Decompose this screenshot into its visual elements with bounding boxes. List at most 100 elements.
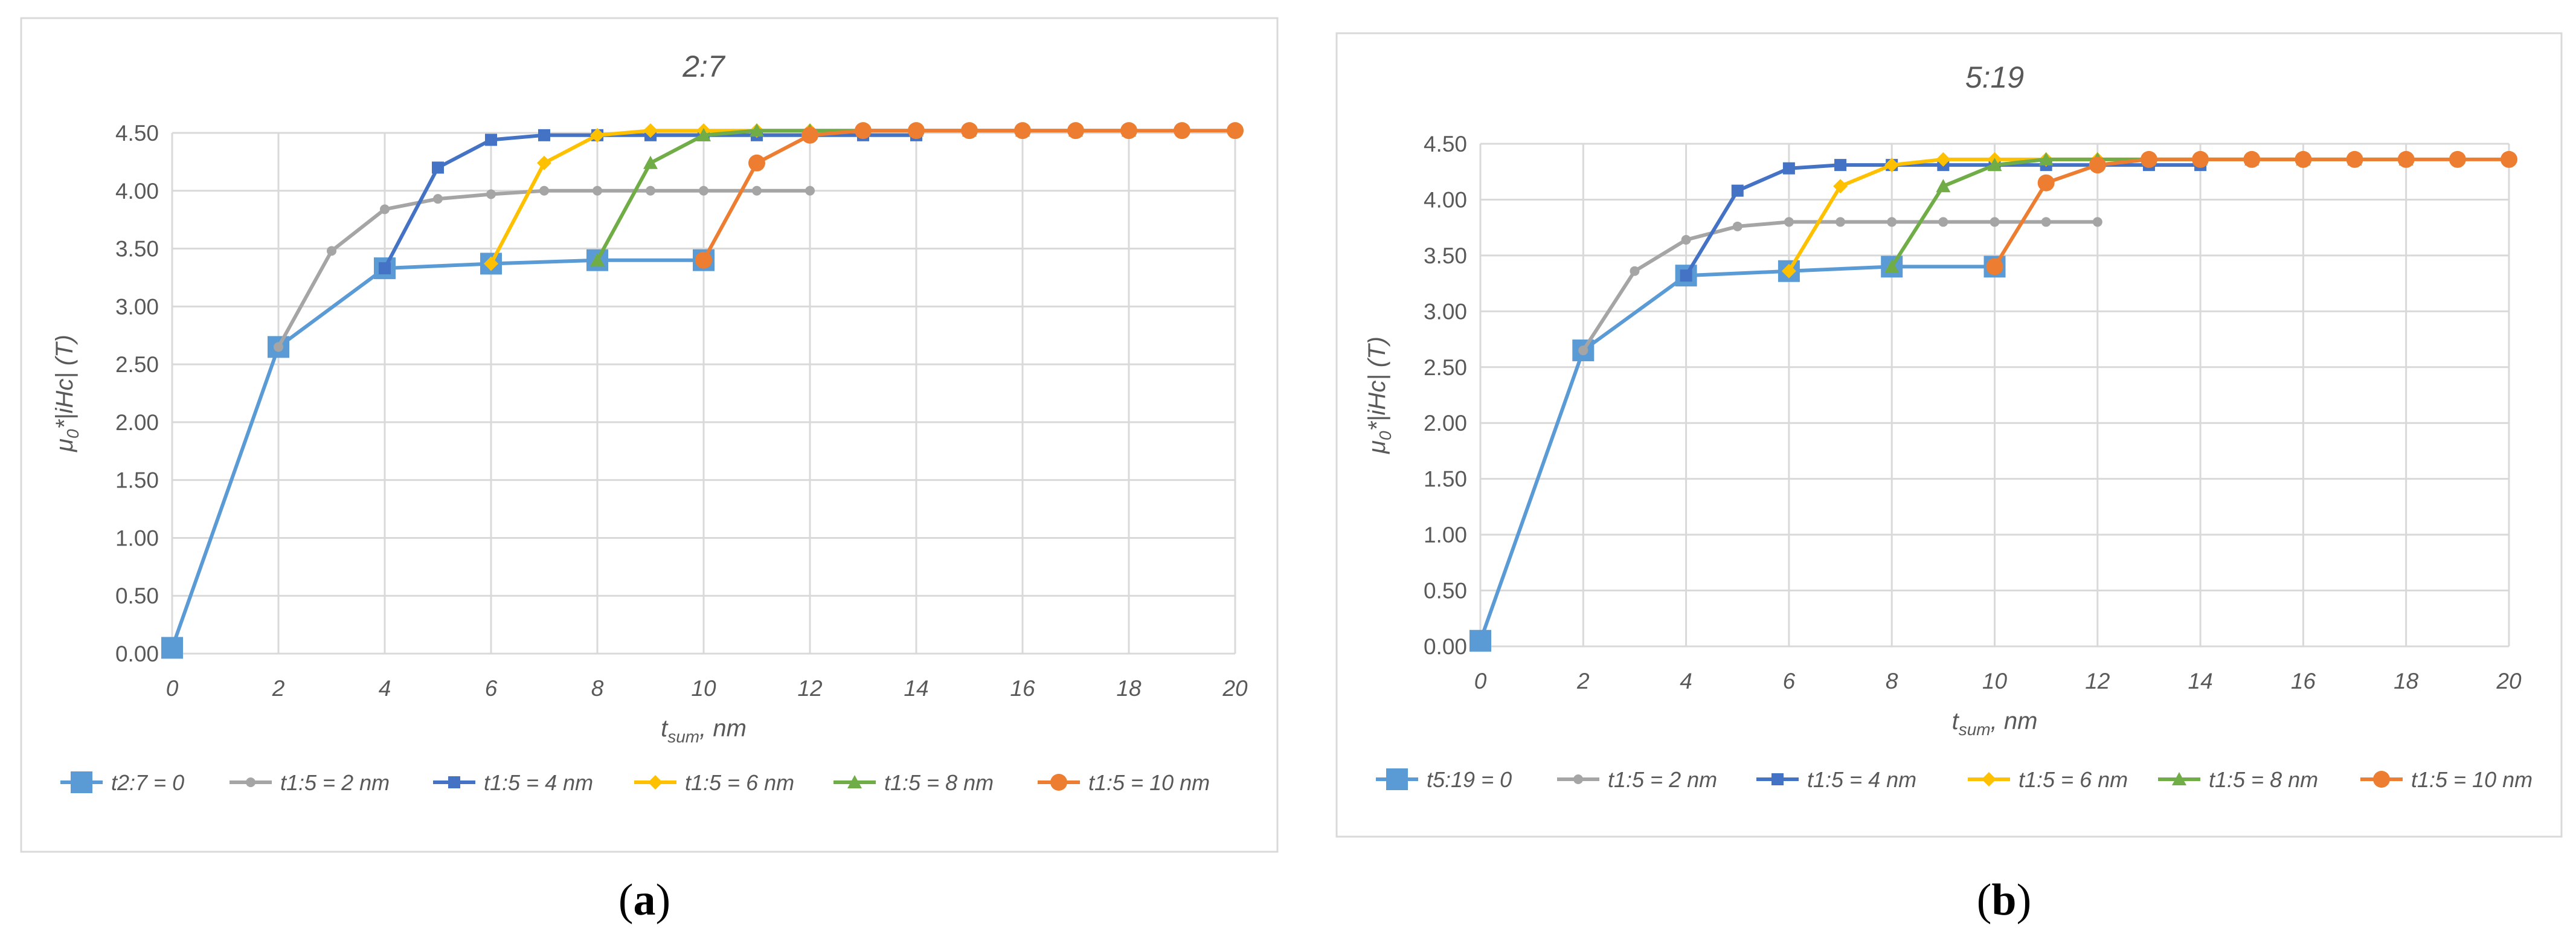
data-point: [1578, 346, 1588, 356]
data-point: [643, 155, 658, 169]
legend-marker: [2172, 772, 2186, 785]
legend-marker: [1771, 773, 1784, 785]
data-point: [1732, 221, 1742, 231]
data-point: [593, 185, 602, 196]
x-tick-label: 8: [591, 676, 604, 701]
legend-marker: [448, 776, 460, 788]
legend-label: t1:5 = 4 nm: [484, 770, 593, 795]
x-tick-label: 20: [2496, 669, 2522, 693]
grid: [1479, 143, 2510, 648]
legend-marker: [1050, 774, 1067, 791]
y-tick-label: 2.50: [115, 352, 159, 377]
y-axis-label: μ0*|iHc| (T): [1364, 336, 1395, 454]
data-point: [2346, 150, 2363, 168]
series-6: [695, 122, 1244, 269]
data-point: [1834, 159, 1847, 172]
data-point: [2397, 150, 2415, 168]
y-tick-label: 0.00: [1424, 634, 1467, 659]
x-tick-label: 4: [379, 676, 391, 701]
legend-item: t1:5 = 8 nm: [834, 770, 994, 795]
data-point: [1067, 122, 1084, 140]
data-point: [1120, 122, 1137, 140]
data-point: [590, 127, 605, 143]
legend-marker: [1982, 772, 1996, 787]
data-point: [379, 262, 391, 275]
legend-item: t1:5 = 10 nm: [1038, 770, 1210, 795]
data-point: [2243, 150, 2261, 168]
y-tick-label: 4.00: [1424, 187, 1467, 212]
data-point: [1884, 158, 1900, 173]
x-tick-label: 12: [2085, 669, 2110, 693]
data-point: [432, 161, 444, 174]
data-point: [1936, 152, 1951, 167]
data-point: [485, 134, 497, 146]
data-point: [1781, 263, 1796, 278]
data-point: [643, 123, 658, 138]
data-point: [752, 185, 762, 196]
legend-label: t1:5 = 8 nm: [884, 770, 994, 795]
data-point: [2295, 150, 2312, 168]
data-point: [1833, 179, 1848, 194]
chart-a: 2:7 0.00 0.50 1.00 1.50 2.00 2.50 3.00 3.50 4.00 4…: [20, 17, 1279, 853]
y-tick-label: 1.50: [1424, 467, 1467, 492]
data-point: [1681, 235, 1691, 245]
legend-label: t1:5 = 8 nm: [2209, 767, 2318, 792]
y-tick-label: 0.50: [1424, 579, 1467, 603]
data-point: [646, 185, 655, 196]
legend: t2:7 = 0 t1:5 = 2 nm t1:5 = 4 nm t1:5 = 6 n…: [60, 770, 1210, 795]
y-tick-label: 1.50: [115, 468, 159, 493]
data-point: [1938, 217, 1948, 227]
legend-label: t5:19 = 0: [1427, 767, 1512, 792]
x-tick-label: 14: [2188, 669, 2213, 693]
data-point: [1731, 184, 1744, 197]
x-tick-label: 14: [904, 676, 928, 701]
chart-panel-b: 5:19 0.00 0.50 1.00 1.50 2.00 2.50 3.00 3.50 4.00…: [1288, 0, 2576, 946]
y-tick-label: 0.50: [115, 584, 159, 608]
y-tick-label: 0.00: [115, 642, 159, 666]
data-point: [537, 155, 551, 170]
data-point: [161, 637, 183, 659]
data-point: [1469, 629, 1491, 652]
x-tick-label: 18: [2394, 669, 2419, 693]
data-point: [1987, 158, 2002, 172]
data-point: [380, 204, 390, 214]
data-point: [433, 194, 443, 204]
data-point: [484, 256, 498, 271]
chart-panel-a: 2:7 0.00 0.50 1.00 1.50 2.00 2.50 3.00 3.50 4.00 4…: [20, 17, 1279, 925]
series-line: [170, 258, 704, 649]
x-tick-label: 18: [1116, 676, 1142, 701]
x-tick-label: 0: [166, 676, 179, 701]
data-point: [327, 246, 336, 256]
y-tick-label: 1.00: [115, 526, 159, 550]
legend-label: t1:5 = 2 nm: [1608, 767, 1717, 792]
grid: [171, 132, 1236, 655]
y-tick-label: 2.00: [1424, 411, 1467, 436]
data-point: [2092, 217, 2102, 227]
data-point: [855, 122, 872, 140]
data-point: [2037, 174, 2055, 191]
data-point: [1986, 258, 2003, 275]
data-point: [2501, 150, 2517, 168]
data-point: [2041, 217, 2051, 227]
data-point: [1782, 162, 1795, 175]
y-tick-label: 4.00: [115, 179, 159, 204]
x-tick-label: 20: [1222, 676, 1248, 701]
legend-marker: [1386, 768, 1408, 790]
x-tick-label: 2: [1576, 669, 1590, 693]
series-line: [1479, 265, 1995, 642]
legend-label: t1:5 = 2 nm: [280, 770, 390, 795]
x-tick-label: 8: [1886, 669, 1898, 693]
legend-marker: [71, 771, 92, 793]
y-tick-label: 2.50: [1424, 355, 1467, 380]
chart-frame: [20, 17, 1279, 853]
legend-label: t1:5 = 10 nm: [1088, 770, 1210, 795]
data-point: [590, 253, 605, 266]
y-tick-label: 4.50: [115, 121, 159, 146]
data-point: [695, 251, 712, 269]
x-tick-label: 10: [1982, 669, 2008, 693]
data-point: [2140, 150, 2157, 168]
series-1: [1469, 256, 2006, 652]
data-point: [1630, 266, 1640, 276]
data-point: [805, 185, 815, 196]
legend-marker: [847, 775, 862, 788]
